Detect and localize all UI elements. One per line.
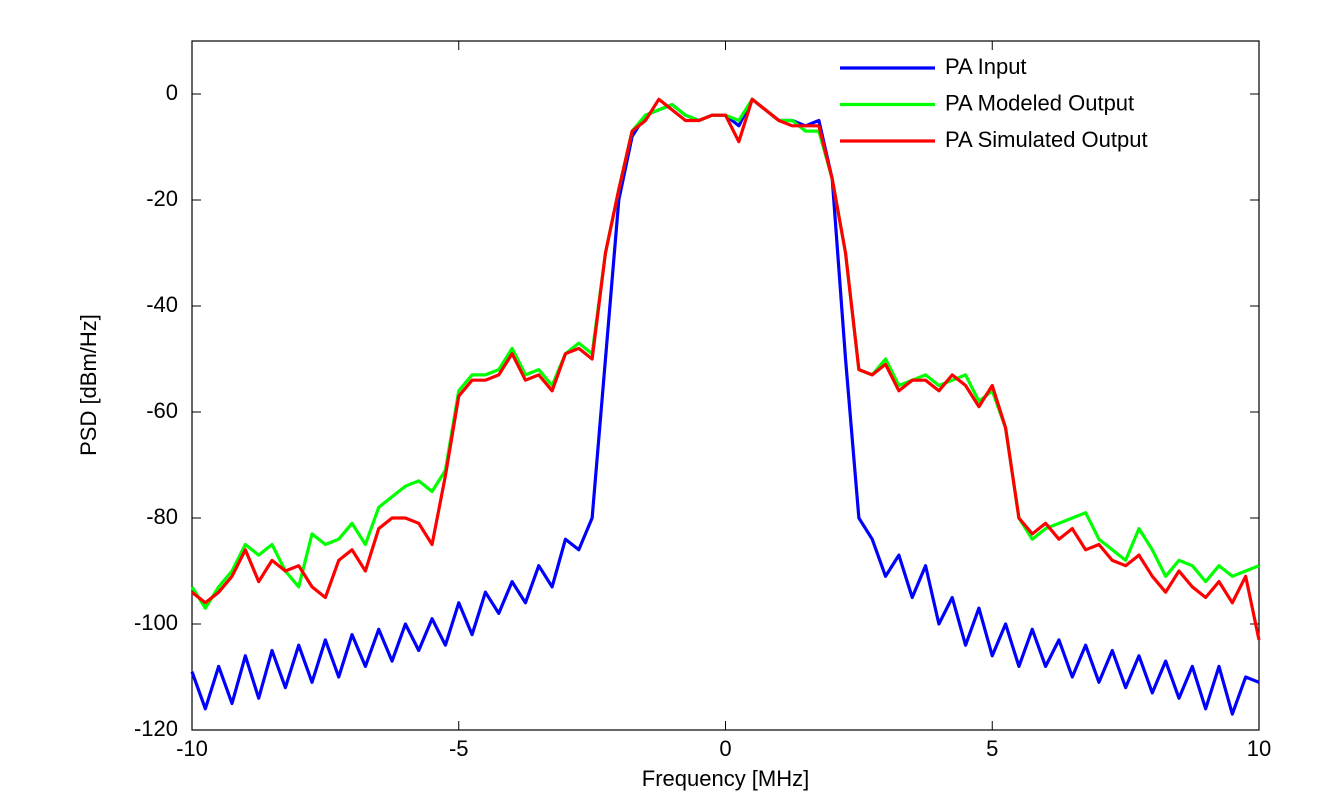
y-axis-label: PSD [dBm/Hz] <box>76 314 101 456</box>
series-line <box>191 97 1261 641</box>
y-tick-label: -20 <box>146 186 178 211</box>
legend-label: PA Modeled Output <box>945 90 1134 115</box>
plot-area <box>191 40 1260 731</box>
x-tick-label: 0 <box>719 736 731 761</box>
x-tick-label: 10 <box>1247 736 1271 761</box>
x-tick-label: -5 <box>449 736 469 761</box>
legend-label: PA Input <box>945 54 1027 79</box>
y-tick-label: -120 <box>134 716 178 741</box>
x-tick-label: -10 <box>176 736 208 761</box>
x-axis-label: Frequency [MHz] <box>642 766 810 791</box>
x-tick-label: 5 <box>986 736 998 761</box>
y-tick-label: 0 <box>166 80 178 105</box>
y-tick-label: -40 <box>146 292 178 317</box>
y-tick-label: -60 <box>146 398 178 423</box>
y-tick-label: -100 <box>134 610 178 635</box>
y-tick-label: -80 <box>146 504 178 529</box>
legend-label: PA Simulated Output <box>945 127 1148 152</box>
